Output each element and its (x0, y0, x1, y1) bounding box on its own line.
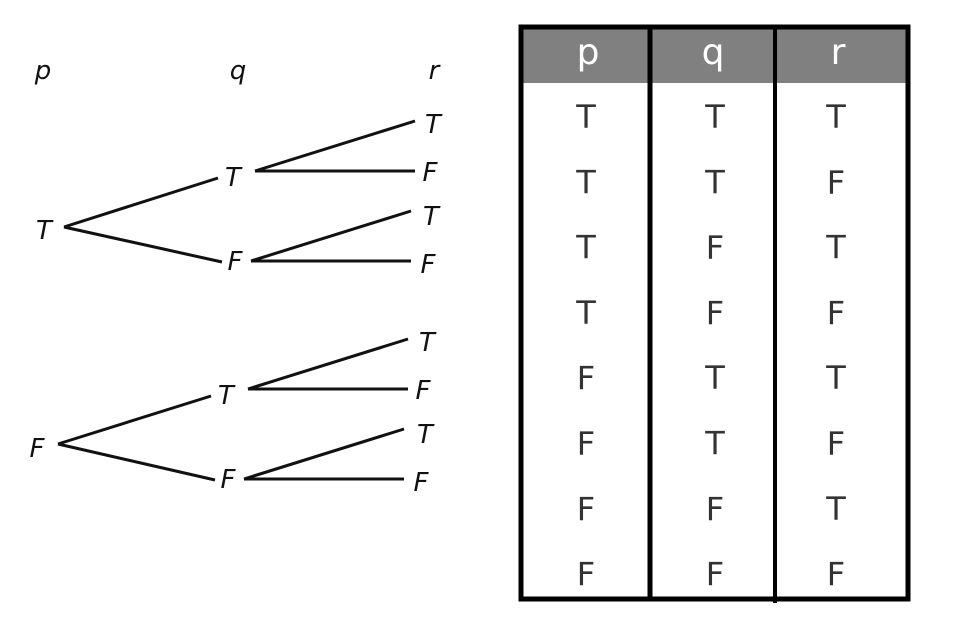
table-cell-q: F (706, 229, 724, 267)
table-cell-q: F (706, 555, 724, 593)
table-cell-p: F (577, 490, 595, 528)
table-header-background (521, 27, 908, 83)
tree-node-p: T (36, 216, 54, 246)
tree-node-r: F (421, 250, 437, 280)
table-cell-r: F (827, 163, 845, 201)
table-header-p: p (577, 32, 600, 73)
tree-node-r: T (425, 110, 443, 140)
table-border (518, 24, 911, 602)
branch-qT2-rT (247, 337, 409, 391)
table-cell-p: F (577, 555, 595, 593)
truth-table: p q r T T TT T FT F TT F FF T TF T FF F TF F F (518, 24, 911, 603)
table-cell-p: F (577, 425, 595, 463)
table-header-r: r (831, 32, 846, 73)
table-cell-p: T (575, 163, 596, 201)
table-cell-r: F (827, 555, 845, 593)
tree-node-q: F (221, 465, 237, 495)
tree-node-q: F (228, 247, 244, 277)
tree-node-q: T (225, 163, 243, 193)
tree-header-p: p (34, 56, 52, 86)
table-cell-q: F (706, 490, 724, 528)
branch-qF2-rT (243, 427, 405, 481)
table-cell-r: T (825, 490, 846, 528)
tree-node-r: T (419, 328, 437, 358)
branch-pT-qT (63, 176, 219, 229)
tree-node-q: T (218, 381, 236, 411)
table-cell-r: T (825, 98, 846, 136)
table-cell-q: T (704, 425, 725, 463)
table-cell-p: T (575, 229, 596, 267)
tree-node-r: F (423, 158, 439, 188)
table-cell-r: F (827, 425, 845, 463)
branch-pF-qF (57, 442, 216, 482)
table-cell-p: T (575, 294, 596, 332)
table-cell-q: T (704, 163, 725, 201)
table-cell-r: T (825, 359, 846, 397)
table-cells: T T TT T FT F TT F FF T TF T FF F TF F F (575, 98, 846, 593)
tree-node-p: F (30, 434, 46, 464)
table-cell-q: F (706, 294, 724, 332)
tree-header-q: q (230, 56, 247, 86)
table-header-q: q (702, 32, 725, 73)
branch-pT-qF (63, 225, 223, 264)
branch-pF-qT (57, 394, 212, 446)
branch-qF1-rT (250, 209, 412, 263)
tree-node-r: T (423, 202, 441, 232)
table-cell-p: F (577, 359, 595, 397)
tree-node-r: F (414, 468, 430, 498)
table-cell-q: T (704, 359, 725, 397)
branch-qT1-rT (254, 119, 416, 173)
table-cell-r: F (827, 294, 845, 332)
tree-node-r: F (416, 376, 432, 406)
tree-node-r: T (417, 420, 435, 450)
table-cell-r: T (825, 229, 846, 267)
tree-header-r: r (429, 56, 442, 86)
table-cell-p: T (575, 98, 596, 136)
table-cell-q: T (704, 98, 725, 136)
